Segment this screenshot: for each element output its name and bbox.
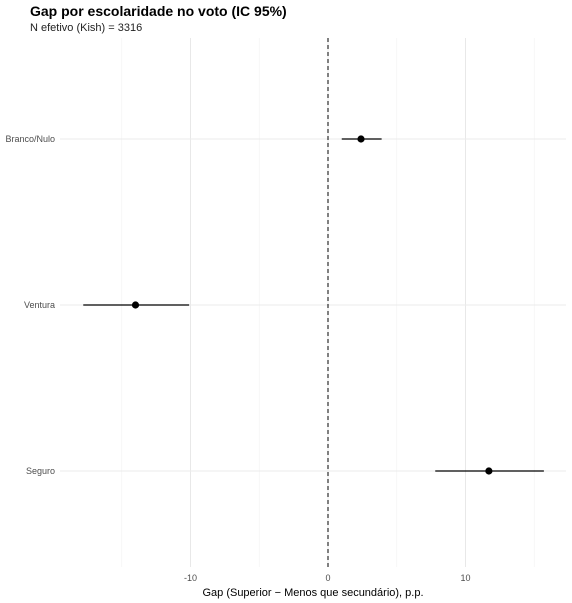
y-tick-labels: Branco/Nulo Ventura Seguro	[5, 134, 55, 476]
x-tick-label: 0	[325, 573, 330, 583]
estimate-point	[357, 135, 365, 143]
x-tick-label: 10	[460, 573, 470, 583]
y-tick-label: Seguro	[26, 466, 55, 476]
y-tick-label: Ventura	[24, 300, 55, 310]
x-tick-label: -10	[184, 573, 197, 583]
x-tick-labels: -10 0 10	[184, 573, 471, 583]
y-tick-label: Branco/Nulo	[5, 134, 55, 144]
chart-subtitle: N efetivo (Kish) = 3316	[30, 22, 143, 34]
estimate-point	[485, 467, 493, 475]
x-axis-label: Gap (Superior − Menos que secundário), p…	[202, 587, 423, 599]
estimate-point	[131, 301, 140, 309]
data-marks	[83, 135, 544, 475]
chart-title: Gap por escolaridade no voto (IC 95%)	[30, 3, 287, 19]
